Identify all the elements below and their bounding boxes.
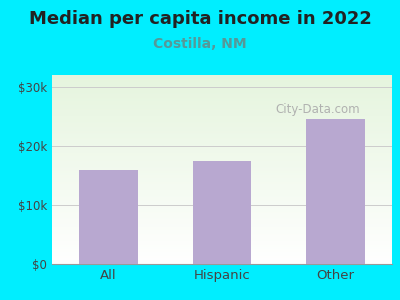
Bar <box>306 119 365 264</box>
Text: Costilla, NM: Costilla, NM <box>153 38 247 52</box>
Text: City-Data.com: City-Data.com <box>275 103 360 116</box>
Bar <box>79 169 138 264</box>
Bar <box>192 160 252 264</box>
Text: Median per capita income in 2022: Median per capita income in 2022 <box>28 11 372 28</box>
